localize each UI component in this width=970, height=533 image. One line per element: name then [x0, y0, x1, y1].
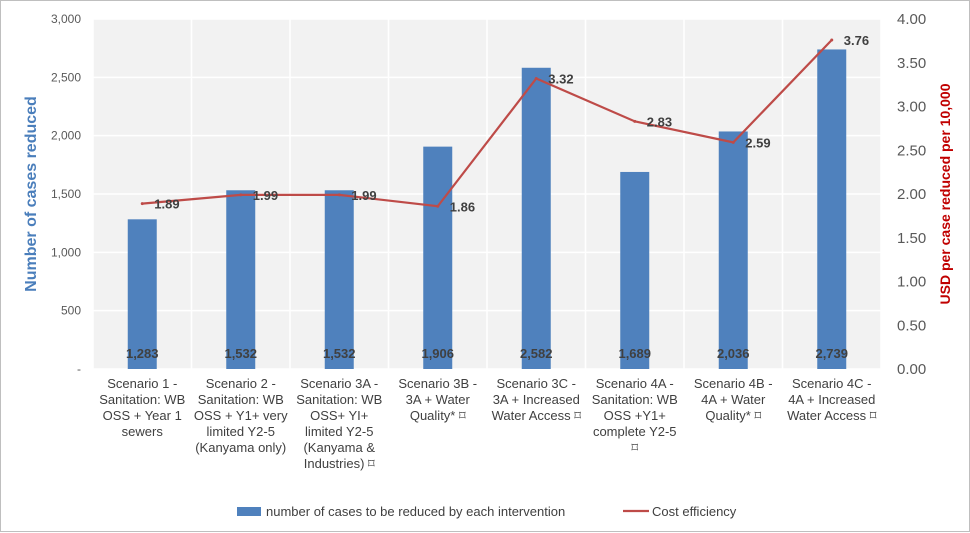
bar-data-label: 1,532 — [224, 346, 257, 361]
y2-axis-tick-label: 0.00 — [897, 361, 926, 378]
category-label-line: (Kanyama & — [303, 440, 375, 455]
cost-efficiency-line — [142, 39, 833, 208]
bar-4 — [423, 146, 453, 369]
line-point-3 — [337, 193, 341, 197]
y2-axis-tick-label: 3.50 — [897, 55, 926, 72]
category-label-line: Scenario 4B - — [694, 376, 773, 391]
y2-axis-tick-label: 3.00 — [897, 99, 926, 116]
x-axis-category-label: Scenario 3A -Sanitation: WB OSS+ YI+ limit… — [296, 376, 382, 471]
x-axis-category-label: Scenario 4A -Sanitation: WB OSS +Y1+ compl… — [592, 376, 678, 455]
line-point-5 — [534, 77, 538, 80]
category-label-line: limited Y2-5 — [305, 424, 373, 439]
legend-bar-swatch — [237, 507, 261, 516]
bar-data-label: 2,739 — [815, 346, 848, 361]
bar-data-label: 1,532 — [323, 346, 356, 361]
category-label-line: OSS +Y1+ — [604, 408, 666, 423]
line-point-8 — [830, 38, 834, 42]
bar-5 — [521, 67, 551, 370]
category-label-line: Water Access ⌑ — [787, 408, 877, 423]
line-point-7 — [731, 140, 735, 144]
category-label-line: Scenario 3C - — [497, 376, 576, 391]
category-label-line: Water Access ⌑ — [492, 408, 582, 423]
category-label-line: 3A + Water — [406, 392, 471, 407]
line-point-4 — [436, 204, 440, 208]
category-label-line: complete Y2-5 — [593, 424, 677, 439]
line-data-label: 1.86 — [450, 199, 475, 214]
y2-axis-tick-label: 1.00 — [897, 274, 926, 291]
y-axis-tick-label: 1,500 — [51, 187, 81, 201]
category-label-line: sewers — [122, 424, 164, 439]
bar-2 — [226, 190, 256, 369]
y-axis-tick-label: 2,500 — [51, 70, 81, 84]
bar-data-label: 1,906 — [421, 346, 454, 361]
category-label-line: limited Y2-5 — [207, 424, 275, 439]
bar-8 — [817, 49, 847, 369]
category-label-line: 4A + Water — [701, 392, 766, 407]
category-label-line: OSS + Y1+ very — [194, 408, 288, 423]
line-data-label: 3.32 — [548, 72, 573, 87]
x-axis-category-label: Scenario 1 -Sanitation: WB OSS + Year 1 se… — [99, 376, 185, 439]
y2-axis-tick-label: 1.50 — [897, 230, 926, 247]
bar-6 — [620, 171, 650, 369]
line-data-label: 1.89 — [154, 197, 179, 212]
y2-axis-title: USD per case reduced per 10,000 — [937, 83, 953, 304]
y2-axis-tick-label: 4.00 — [897, 11, 926, 28]
category-label-line: Sanitation: WB — [198, 392, 284, 407]
line-point-1 — [140, 202, 144, 206]
y2-axis-tick-label: 0.50 — [897, 317, 926, 334]
bar-3 — [324, 190, 354, 369]
category-label-line: (Kanyama only) — [195, 440, 286, 455]
category-label-line: Scenario 3A - — [300, 376, 378, 391]
line-data-label: 3.76 — [844, 33, 869, 48]
y-axis-tick-label: 500 — [61, 304, 81, 318]
category-label-line: Scenario 4C - — [792, 376, 871, 391]
category-label-line: OSS+ YI+ — [310, 408, 368, 423]
line-point-2 — [239, 193, 243, 197]
category-label-line: 3A + Increased — [493, 392, 580, 407]
x-axis-category-label: Scenario 3C -3A + Increased Water Access … — [492, 376, 582, 423]
bar-data-label: 1,689 — [618, 346, 651, 361]
category-label-line: Industries) ⌑ — [304, 456, 375, 471]
category-label-line: Sanitation: WB — [296, 392, 382, 407]
x-axis-category-label: Scenario 3B -3A + Water Quality* ⌑ — [398, 376, 477, 423]
legend-line-label: Cost efficiency — [652, 504, 737, 519]
line-data-label: 1.99 — [253, 188, 278, 203]
category-label-line: Sanitation: WB — [592, 392, 678, 407]
y-axis-tick-label: 1,000 — [51, 245, 81, 259]
bar-data-label: 2,582 — [520, 346, 553, 361]
category-label-line: Sanitation: WB — [99, 392, 185, 407]
bar-data-label: 1,283 — [126, 346, 159, 361]
x-axis-category-label: Scenario 4C -4A + Increased Water Access … — [787, 376, 877, 423]
y2-axis-tick-label: 2.00 — [897, 186, 926, 203]
category-label-line: Scenario 4A - — [596, 376, 674, 391]
y-axis-title: Number of cases reduced — [23, 96, 40, 292]
category-label-line: Quality* ⌑ — [705, 408, 761, 423]
bar-1 — [127, 219, 157, 369]
legend-bar-label: number of cases to be reduced by each in… — [266, 504, 565, 519]
line-point-6 — [633, 119, 637, 123]
line-data-label: 2.59 — [745, 135, 770, 150]
category-label-line: Scenario 1 - — [107, 376, 177, 391]
x-axis-category-label: Scenario 2 -Sanitation: WB OSS + Y1+ very… — [194, 376, 288, 455]
y-axis-tick-label: 2,000 — [51, 129, 81, 143]
bar-data-label: 2,036 — [717, 346, 750, 361]
y-axis-tick-label: - — [77, 362, 81, 376]
line-data-label: 1.99 — [351, 188, 376, 203]
category-label-line: 4A + Increased — [788, 392, 875, 407]
category-label-line: Scenario 3B - — [398, 376, 477, 391]
line-data-label: 2.83 — [647, 114, 672, 129]
y2-axis-tick-label: 2.50 — [897, 142, 926, 159]
x-axis-category-label: Scenario 4B -4A + Water Quality* ⌑ — [694, 376, 773, 423]
category-label-line: Quality* ⌑ — [410, 408, 466, 423]
category-label-line: ⌑ — [631, 440, 638, 455]
bar-7 — [718, 131, 748, 369]
category-label-line: OSS + Year 1 — [103, 408, 182, 423]
y-axis-tick-label: 3,000 — [51, 12, 81, 26]
category-label-line: Scenario 2 - — [206, 376, 276, 391]
